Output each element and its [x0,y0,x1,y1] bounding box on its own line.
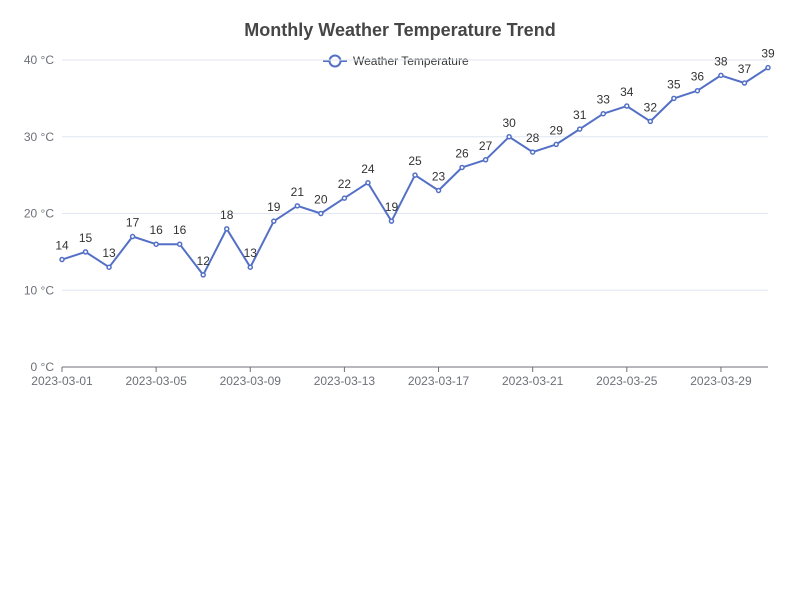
data-label: 23 [432,169,446,183]
x-tick-label: 2023-03-17 [408,374,470,388]
data-label: 27 [479,139,493,153]
data-point[interactable] [647,118,654,125]
data-label: 36 [691,70,705,84]
y-tick-label: 0 °C [31,360,55,374]
data-point[interactable] [176,241,183,247]
data-labels: 14 15 13 17 16 16 12 18 13 19 21 20 22 24 19 25 23 26 27 30… [55,47,775,268]
legend[interactable]: Weather Temperature [322,52,469,70]
data-point[interactable] [318,210,324,217]
data-point[interactable] [412,172,418,178]
data-point[interactable] [435,187,442,194]
data-point[interactable] [106,264,112,270]
data-point[interactable] [59,256,65,263]
data-point[interactable] [459,164,465,171]
data-label: 19 [385,200,399,214]
data-label: 22 [338,177,352,191]
data-point[interactable] [247,264,254,270]
data-label: 17 [126,216,140,230]
data-label: 28 [526,131,540,145]
data-point[interactable] [718,72,724,79]
data-label: 21 [291,185,305,199]
data-label: 25 [408,154,422,168]
y-axis: 0 °C 10 °C 20 °C 30 °C 40 °C [24,53,54,374]
data-label: 35 [667,77,681,91]
data-label: 30 [502,116,516,130]
data-point[interactable] [624,103,630,109]
data-label: 18 [220,208,234,222]
y-tick-label: 10 °C [24,283,54,297]
y-tick-label: 20 °C [24,207,54,221]
data-label: 14 [55,239,69,253]
data-point[interactable] [506,134,512,140]
x-tick-label: 2023-03-01 [31,374,93,388]
data-point[interactable] [200,272,206,278]
data-point[interactable] [365,180,371,186]
data-point[interactable] [82,249,89,255]
x-tick-label: 2023-03-05 [125,374,187,388]
data-label: 29 [550,123,564,137]
data-point[interactable] [553,141,559,148]
legend-label: Weather Temperature [353,54,469,68]
data-label: 34 [620,85,634,99]
data-label: 31 [573,108,587,122]
data-label: 16 [149,223,163,237]
data-label: 16 [173,223,187,237]
data-point[interactable] [129,233,136,240]
data-point[interactable] [671,95,677,102]
series-line [61,66,769,276]
data-label: 37 [738,62,752,76]
y-tick-label: 40 °C [24,53,54,67]
data-label: 39 [761,47,775,61]
chart-title: Monthly Weather Temperature Trend [244,20,556,40]
data-point[interactable] [600,110,607,117]
data-label: 26 [455,146,469,160]
x-tick-label: 2023-03-25 [596,374,658,388]
series-weather-temperature [59,64,771,278]
data-point[interactable] [153,241,159,247]
grid-lines [62,59,768,291]
data-label: 33 [597,93,611,107]
x-axis: 2023-03-01 2023-03-05 2023-03-09 2023-03-13… [31,366,768,388]
data-point[interactable] [388,218,395,224]
data-label: 13 [102,246,116,260]
x-tick-label: 2023-03-09 [220,374,282,388]
data-point[interactable] [529,149,536,155]
data-label: 20 [314,193,328,207]
data-label: 13 [244,246,258,260]
data-point[interactable] [271,218,277,224]
data-point[interactable] [223,226,230,232]
data-point[interactable] [576,126,583,132]
y-tick-label: 30 °C [24,130,54,144]
data-label: 12 [197,254,211,268]
data-point[interactable] [341,195,348,201]
data-label: 38 [714,54,728,68]
x-tick-label: 2023-03-13 [314,374,376,388]
legend-line-marker-icon [323,54,347,68]
x-tick-label: 2023-03-21 [502,374,564,388]
data-label: 32 [644,100,658,114]
data-label: 24 [361,162,375,176]
data-label: 19 [267,200,281,214]
data-label: 15 [79,231,93,245]
data-point[interactable] [694,87,701,94]
data-point[interactable] [765,64,771,71]
data-point[interactable] [294,203,301,209]
data-point[interactable] [741,80,748,86]
x-tick-label: 2023-03-29 [690,374,752,388]
data-point[interactable] [482,157,489,163]
